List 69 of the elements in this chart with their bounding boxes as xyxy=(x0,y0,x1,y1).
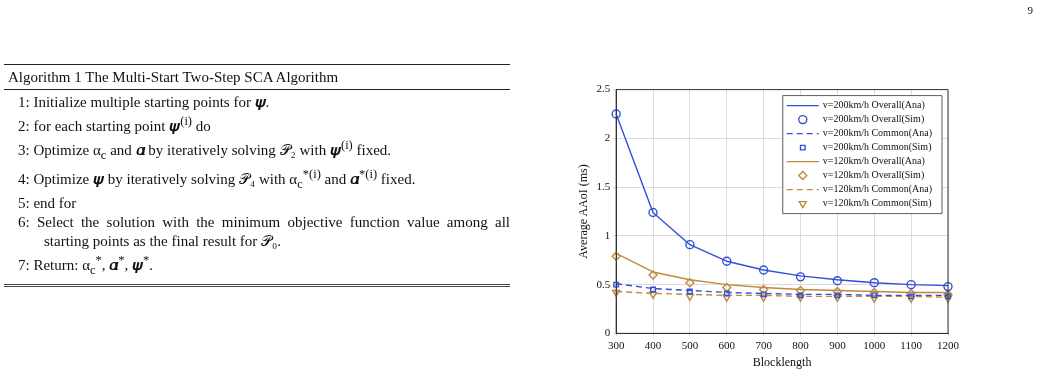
x-tick-label: 1200 xyxy=(937,338,960,351)
point xyxy=(906,288,916,299)
text: 6: Select the solution with the minimum objective function value among all starting points as the final result for 𝒫₀. xyxy=(17,213,510,251)
x-tick-label: 600 xyxy=(718,338,736,351)
text: 9 xyxy=(1027,4,1033,16)
text: 5: end for xyxy=(17,194,78,213)
point xyxy=(611,251,621,262)
point xyxy=(871,292,878,299)
point xyxy=(906,279,916,290)
point xyxy=(686,288,693,295)
point xyxy=(685,293,695,302)
point xyxy=(648,270,658,280)
x-tick-label: 1000 xyxy=(863,338,886,351)
legend-label: v=200km/h Common(Sim) xyxy=(822,141,932,154)
point xyxy=(758,284,769,295)
text: 2: for each starting point 𝝍$^{(i)}$ do xyxy=(17,113,212,136)
point xyxy=(611,289,621,298)
text: 3: Optimize α$_{c}$ and 𝜶 by iteratively solving 𝒫₂ with 𝝍$^{(i)}$ fixed. xyxy=(17,137,393,164)
text: Algorithm 1 The Multi-Start Two-Step SCA Algorithm xyxy=(4,64,510,90)
point xyxy=(758,265,769,275)
point xyxy=(760,291,767,298)
point xyxy=(943,281,953,292)
point xyxy=(722,282,732,293)
point xyxy=(943,289,953,300)
point xyxy=(650,286,656,293)
legend-label: v=200km/h Overall(Ana) xyxy=(822,99,925,112)
text: 4: Optimize 𝝍 by iteratively solving 𝒫₄ with α$_{c}$$^{*(i)}$ and 𝜶$^{*(i)}$ fixed. xyxy=(17,166,417,193)
point xyxy=(611,109,621,119)
x-tick-label: 700 xyxy=(755,338,773,351)
y-axis-title: Average AAoI (ms) xyxy=(576,164,591,259)
x-tick-label: 900 xyxy=(829,338,847,351)
point xyxy=(722,294,731,303)
point xyxy=(722,256,732,266)
point xyxy=(648,207,658,218)
legend-label: v=200km/h Common(Ana) xyxy=(822,127,933,140)
x-tick-label: 800 xyxy=(792,338,810,351)
x-axis-title: Blocklength xyxy=(752,354,812,369)
legend-label: v=120km/h Overall(Ana) xyxy=(822,155,925,168)
text: 1: Initialize multiple starting points for 𝝍. xyxy=(17,93,271,112)
x-tick-label: 500 xyxy=(681,338,699,351)
legend-label: v=120km/h Overall(Sim) xyxy=(822,169,925,182)
x-tick-label: 300 xyxy=(607,338,625,351)
point xyxy=(834,292,841,299)
point xyxy=(685,239,695,250)
x-tick-label: 400 xyxy=(644,338,662,351)
point xyxy=(870,295,879,303)
point xyxy=(908,293,915,300)
legend-label: v=120km/h Common(Ana) xyxy=(822,183,933,196)
point xyxy=(723,290,730,297)
y-tick-label: 2.5 xyxy=(596,82,611,95)
y-tick-label: 2 xyxy=(604,131,611,144)
point xyxy=(685,277,695,288)
text: 7: Return: α$_{c}$$^{*}$, 𝜶$^{*}$, 𝝍$^{*}$. xyxy=(17,252,155,279)
y-tick-label: 1 xyxy=(604,228,611,241)
x-tick-label: 1100 xyxy=(900,338,923,351)
point xyxy=(833,294,842,303)
legend-label: v=200km/h Overall(Sim) xyxy=(822,113,925,126)
y-tick-label: 1.5 xyxy=(596,180,611,193)
point xyxy=(795,272,806,282)
point xyxy=(832,276,843,286)
point xyxy=(796,294,805,303)
y-tick-label: 0 xyxy=(604,326,611,339)
point xyxy=(869,277,879,288)
y-tick-label: 0.5 xyxy=(596,277,611,290)
point xyxy=(648,291,658,300)
point xyxy=(945,293,951,300)
point xyxy=(797,292,804,299)
point xyxy=(759,294,768,303)
legend-label: v=120km/h Common(Sim) xyxy=(822,197,932,210)
